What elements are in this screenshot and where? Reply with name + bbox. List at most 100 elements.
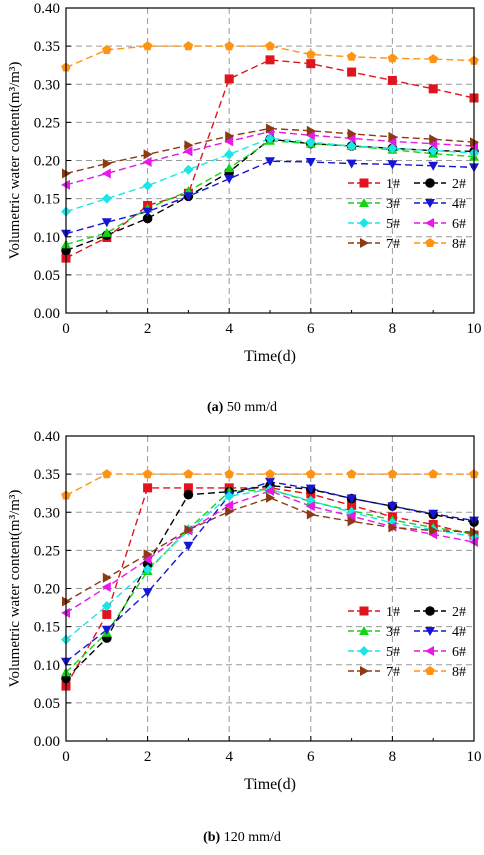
x-tick-label: 0 [62, 749, 70, 765]
data-point [265, 469, 275, 479]
data-point [102, 158, 112, 169]
data-point [183, 41, 194, 51]
legend-label: 2# [452, 605, 466, 620]
series-line-7# [65, 127, 475, 175]
data-point [142, 180, 153, 191]
series-markers-4# [61, 477, 479, 667]
data-point [224, 163, 235, 173]
data-point [387, 53, 398, 63]
data-point [347, 67, 357, 77]
data-point [306, 49, 316, 59]
data-point [101, 582, 111, 592]
legend-label: 2# [452, 177, 466, 192]
y-tick-label: 0.25 [34, 115, 60, 131]
data-point [428, 161, 439, 171]
data-point [387, 517, 398, 528]
data-point [142, 469, 153, 479]
data-point [346, 133, 356, 144]
legend: 1# 2# 3# 4# 5# 6# 7# 8# [348, 177, 466, 252]
data-point [428, 84, 438, 94]
legend-label: 1# [386, 605, 400, 620]
y-tick-label: 0.25 [34, 543, 60, 559]
legend-item-6#: 6# [414, 217, 466, 232]
legend-item-5#: 5# [348, 645, 400, 660]
data-point [428, 54, 438, 64]
data-point [347, 500, 357, 510]
data-point [224, 174, 235, 184]
y-tick-label: 0.00 [34, 306, 60, 322]
legend-marker [359, 178, 369, 188]
x-tick-label: 4 [225, 321, 233, 337]
data-point [101, 193, 112, 204]
data-point [346, 141, 357, 151]
legend-marker [359, 646, 369, 656]
data-point [428, 469, 438, 479]
data-point [225, 131, 235, 142]
legend-item-1#: 1# [348, 605, 400, 620]
y-tick-label: 0.15 [34, 620, 60, 636]
legend-marker [359, 218, 369, 228]
x-tick-label: 4 [225, 749, 233, 765]
series-markers-7# [62, 492, 479, 607]
data-point [143, 549, 153, 560]
legend-marker [359, 606, 369, 616]
data-point [346, 159, 357, 169]
data-point [183, 469, 194, 479]
data-point [429, 134, 439, 145]
legend-marker [425, 199, 435, 208]
data-point [387, 143, 398, 154]
legend-marker [425, 178, 435, 188]
data-point [387, 160, 398, 170]
legend-item-3#: 3# [348, 197, 400, 212]
series-line-8# [65, 45, 475, 69]
series-markers-8# [61, 469, 479, 500]
y-tick-label: 0.30 [34, 505, 60, 521]
data-point [347, 516, 357, 527]
data-point [224, 469, 234, 479]
series-line-3# [65, 139, 475, 246]
y-tick-label: 0.05 [34, 268, 60, 284]
data-point [143, 149, 153, 160]
data-point [102, 469, 112, 479]
y-axis-label: Volumetric water content(m³/m³) [7, 490, 23, 688]
x-tick-label: 0 [62, 321, 70, 337]
data-point [142, 564, 153, 575]
caption-b-text: 120 mm/d [220, 830, 281, 845]
data-point [224, 74, 234, 84]
data-point [102, 609, 112, 619]
series-markers-3# [61, 484, 479, 677]
data-point [305, 137, 316, 148]
data-point [224, 149, 235, 160]
legend-label: 8# [452, 665, 466, 680]
data-point [305, 484, 316, 494]
legend-marker [359, 198, 369, 207]
caption-b-letter: (b) [203, 830, 221, 845]
data-point [184, 524, 194, 535]
data-point [265, 477, 275, 487]
legend-marker [425, 646, 434, 656]
data-point [305, 158, 316, 167]
data-point [306, 125, 316, 136]
x-tick-label: 10 [467, 749, 482, 765]
data-point [101, 227, 112, 237]
series-markers-4# [61, 157, 479, 239]
data-point [102, 44, 112, 54]
caption-a-letter: (a) [207, 400, 224, 415]
y-tick-label: 0.35 [34, 39, 60, 55]
legend-label: 4# [452, 197, 466, 212]
data-point [265, 485, 274, 496]
series-markers-5# [61, 484, 479, 645]
legend-label: 7# [386, 237, 400, 252]
legend-marker [360, 238, 369, 248]
data-point [305, 501, 315, 512]
data-point [101, 601, 112, 611]
data-point [183, 164, 194, 175]
series-line-7# [65, 497, 475, 603]
x-tick-label: 10 [467, 321, 482, 337]
series-line-2# [65, 484, 475, 679]
x-tick-label: 8 [389, 321, 397, 337]
legend-label: 7# [386, 665, 400, 680]
chart-a: 0 2 4 6 8 10 0.00 0.05 0.10 0.15 0.20 0.25 0.30 0.35 0… [7, 1, 482, 365]
series-line-2# [65, 138, 475, 252]
data-point [225, 506, 235, 517]
